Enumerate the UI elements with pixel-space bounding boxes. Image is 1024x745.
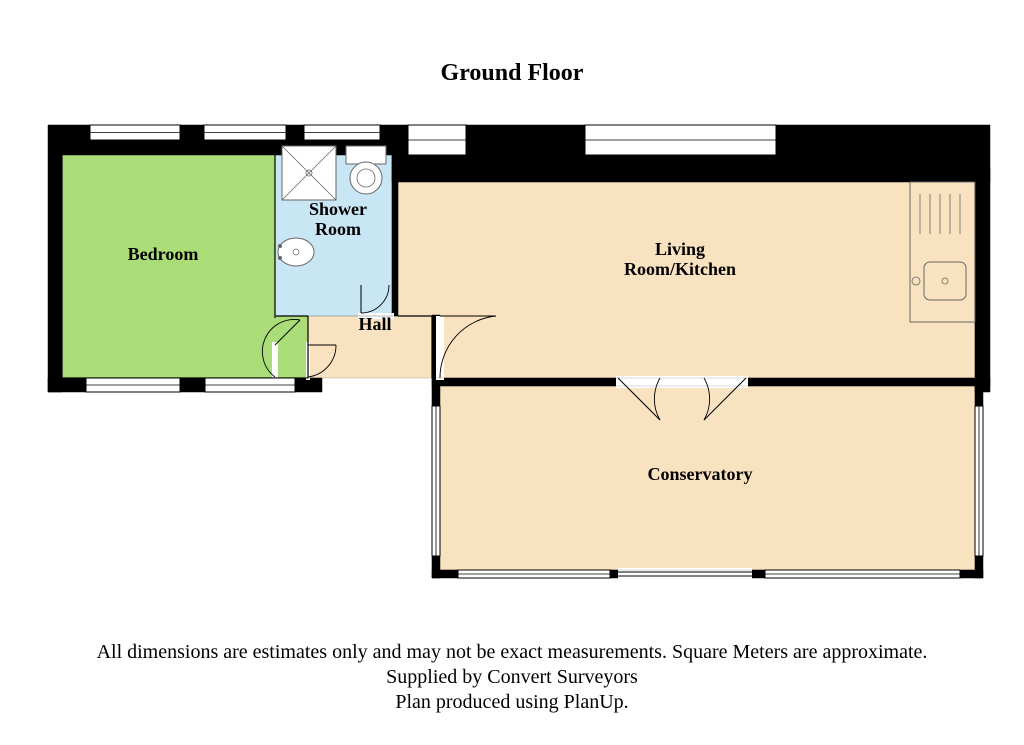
door-opening: [272, 342, 278, 380]
footer-text: All dimensions are estimates only and ma…: [0, 640, 1024, 715]
shower-room-label: ShowerRoom: [309, 199, 367, 239]
footer-line-2: Supplied by Convert Surveyors: [0, 665, 1024, 690]
wall: [975, 168, 990, 392]
toilet-icon: [346, 146, 386, 164]
floorplan-diagram: BedroomShowerRoomHallLivingRoom/KitchenC…: [0, 0, 1024, 745]
conservatory-label: Conservatory: [648, 464, 753, 484]
footer-line-1: All dimensions are estimates only and ma…: [0, 640, 1024, 665]
basin-icon: [278, 238, 314, 266]
hall-label: Hall: [358, 314, 391, 334]
footer-line-3: Plan produced using PlanUp.: [0, 690, 1024, 715]
wall: [392, 155, 990, 182]
bedroom-label: Bedroom: [128, 244, 199, 264]
wall: [392, 126, 398, 316]
wall: [48, 155, 62, 392]
